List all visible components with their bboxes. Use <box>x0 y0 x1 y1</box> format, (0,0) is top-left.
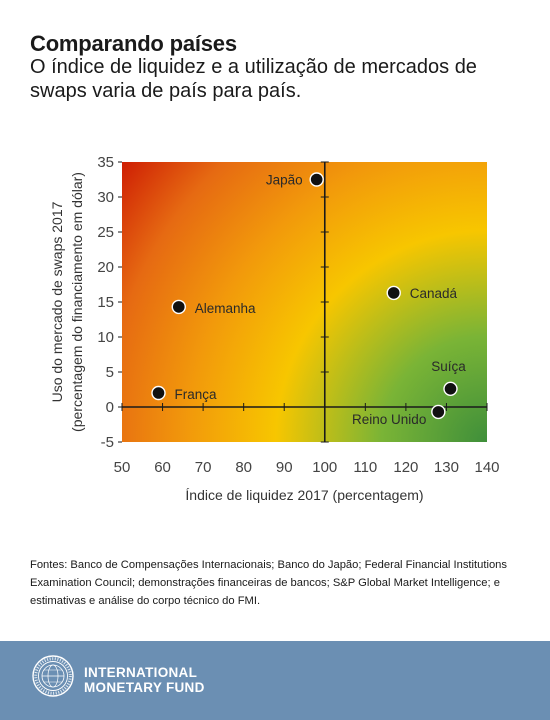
y-tick-label: -5 <box>101 434 114 451</box>
data-point-label: Japão <box>266 173 303 188</box>
data-point-label: Alemanha <box>195 301 256 316</box>
imf-wordmark: INTERNATIONAL MONETARY FUND <box>84 665 205 695</box>
x-tick-label: 90 <box>276 459 293 476</box>
y-tick-label: 25 <box>97 224 114 241</box>
x-tick-label: 110 <box>353 459 377 476</box>
x-tick-label: 100 <box>312 459 337 476</box>
y-tick-label: 35 <box>97 154 114 171</box>
y-axis-label: Uso do mercado de swaps 2017 <box>49 201 65 402</box>
data-point <box>171 299 186 315</box>
x-tick-label: 120 <box>393 459 418 476</box>
data-point <box>431 404 446 420</box>
y-axis-label-sub: (percentagem do financiamento em dólar) <box>69 172 85 432</box>
y-tick-label: 30 <box>97 189 114 206</box>
y-tick-label: 20 <box>97 259 114 276</box>
imf-wordmark-line2: MONETARY FUND <box>84 680 205 695</box>
imf-wordmark-line1: INTERNATIONAL <box>84 665 198 680</box>
y-tick-label: 0 <box>106 399 114 416</box>
chart-title: Comparando países <box>30 31 237 56</box>
data-point <box>309 172 324 187</box>
scatter-chart: -5 0 5 10 15 20 25 30 35 50 60 70 80 90 100 110 120 130 14… <box>49 154 500 503</box>
data-point-label: Suíça <box>431 359 466 374</box>
x-tick-label: 50 <box>114 459 131 476</box>
footer-banner: INTERNATIONAL MONETARY FUND <box>0 641 550 720</box>
chart-subtitle: O índice de liquidez e a utilização de m… <box>30 56 477 102</box>
data-point-label: Reino Unido <box>352 412 426 427</box>
imf-seal-icon <box>32 655 74 697</box>
y-tick-label: 5 <box>106 364 114 381</box>
data-point <box>386 285 401 301</box>
data-point <box>443 381 458 397</box>
x-tick-label: 140 <box>474 459 499 476</box>
x-tick-label: 130 <box>434 459 459 476</box>
y-tick-label: 15 <box>97 294 114 311</box>
x-tick-label: 70 <box>195 459 212 476</box>
data-point <box>151 385 166 401</box>
source-note: Fontes: Banco de Compensações Internacio… <box>30 559 507 607</box>
x-tick-label: 80 <box>235 459 252 476</box>
data-point-label: Canadá <box>410 286 458 301</box>
data-point-label: França <box>175 387 218 402</box>
x-tick-label: 60 <box>154 459 171 476</box>
y-tick-label: 10 <box>97 329 114 346</box>
x-axis-label: Índice de liquidez 2017 (percentagem) <box>185 487 423 503</box>
